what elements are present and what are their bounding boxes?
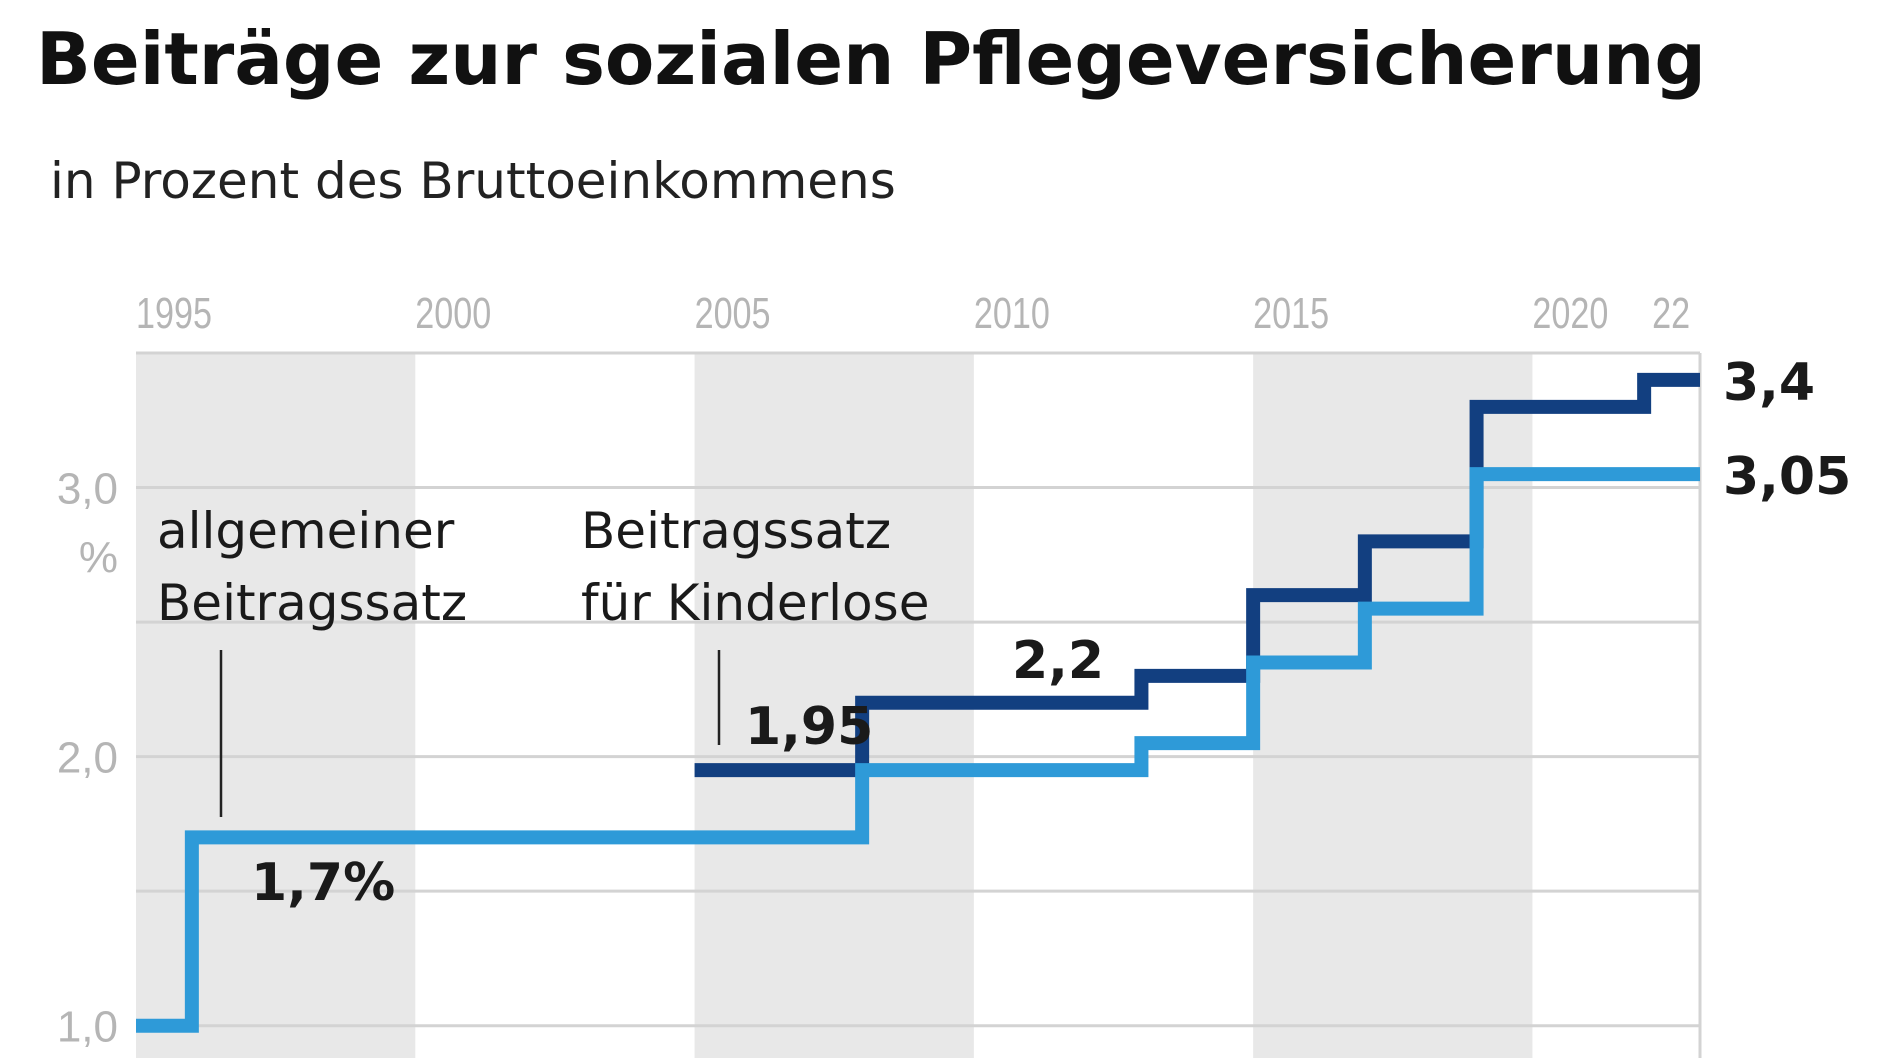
data-label-3-4: 3,4 <box>1723 353 1815 413</box>
band <box>136 353 416 1058</box>
series-line-general <box>136 467 1700 1033</box>
data-label-2-2: 2,2 <box>1012 631 1104 691</box>
x-tick-label: 2010 <box>974 289 1050 338</box>
annotation-childless-2: für Kinderlose <box>581 574 929 632</box>
chart-subtitle: in Prozent des Bruttoeinkommens <box>50 152 896 210</box>
x-axis-ticks: 1995 2000 2005 2010 2015 2020 22 <box>136 289 1690 338</box>
x-tick-label: 2015 <box>1253 289 1329 338</box>
x-tick-label: 22 <box>1652 289 1690 338</box>
x-tick-label: 2005 <box>695 289 771 338</box>
chart-title: Beiträge zur sozialen Pflegeversicherung <box>36 17 1706 101</box>
y-axis-ticks: 1,0 2,0 3,0 <box>57 465 118 1052</box>
y-unit-label: % <box>79 533 118 582</box>
annotation-general-1: allgemeiner <box>157 502 455 560</box>
series-line-childless <box>694 372 1700 778</box>
series-lines <box>136 372 1700 1033</box>
data-label-1-95: 1,95 <box>745 697 873 757</box>
y-tick-label: 1,0 <box>57 1003 118 1052</box>
y-tick-label: 2,0 <box>57 734 118 783</box>
y-tick-label: 3,0 <box>57 465 118 514</box>
annotation-general-2: Beitragssatz <box>157 574 467 632</box>
x-tick-label: 1995 <box>136 289 212 338</box>
annotation-childless-1: Beitragssatz <box>581 502 891 560</box>
band <box>1253 353 1533 1058</box>
data-label-1-7: 1,7% <box>251 853 395 913</box>
x-tick-label: 2020 <box>1532 289 1608 338</box>
data-label-3-05: 3,05 <box>1723 447 1851 507</box>
gridlines <box>136 351 1702 1058</box>
x-tick-label: 2000 <box>415 289 491 338</box>
